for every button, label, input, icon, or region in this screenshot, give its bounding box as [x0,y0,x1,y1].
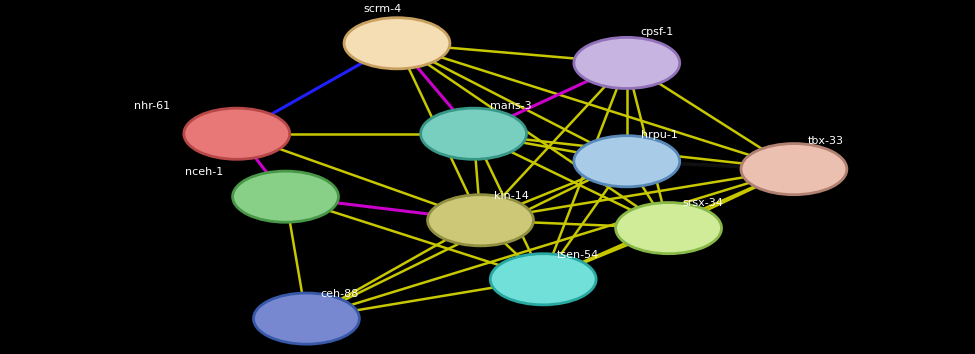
Text: cpsf-1: cpsf-1 [641,27,674,38]
Text: hrpu-1: hrpu-1 [641,130,678,139]
Ellipse shape [490,254,596,305]
Text: mans-3: mans-3 [490,101,532,111]
Text: tsen-54: tsen-54 [557,250,600,259]
Ellipse shape [233,171,338,222]
Ellipse shape [574,136,680,187]
Text: srsx-34: srsx-34 [682,199,723,209]
Text: kin-14: kin-14 [494,190,529,201]
Ellipse shape [741,144,847,195]
Ellipse shape [420,108,526,159]
Text: nceh-1: nceh-1 [184,167,223,177]
Ellipse shape [184,108,290,159]
Text: scrm-4: scrm-4 [364,4,402,14]
Ellipse shape [574,38,680,88]
Text: ceh-88: ceh-88 [321,289,359,299]
Ellipse shape [344,18,449,69]
Ellipse shape [615,202,722,254]
Text: nhr-61: nhr-61 [134,101,170,111]
Ellipse shape [428,195,533,246]
Text: tbx-33: tbx-33 [808,136,843,145]
Ellipse shape [254,293,360,344]
